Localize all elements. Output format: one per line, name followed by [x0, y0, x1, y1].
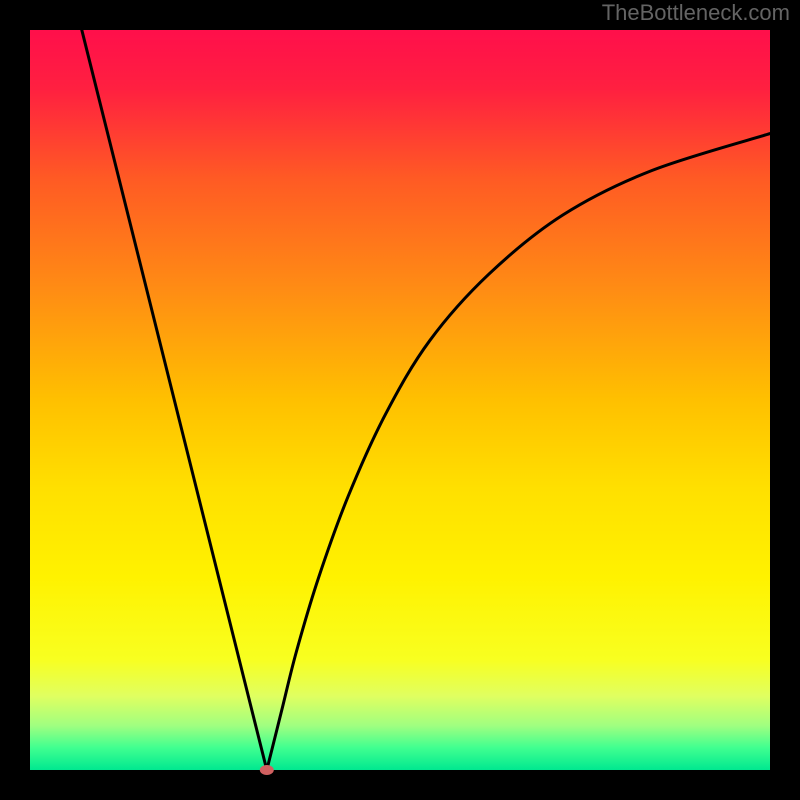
minimum-marker	[260, 765, 274, 775]
watermark-text: TheBottleneck.com	[602, 0, 790, 26]
chart-container: TheBottleneck.com	[0, 0, 800, 800]
chart-plot-background	[30, 30, 770, 770]
chart-svg	[0, 0, 800, 800]
